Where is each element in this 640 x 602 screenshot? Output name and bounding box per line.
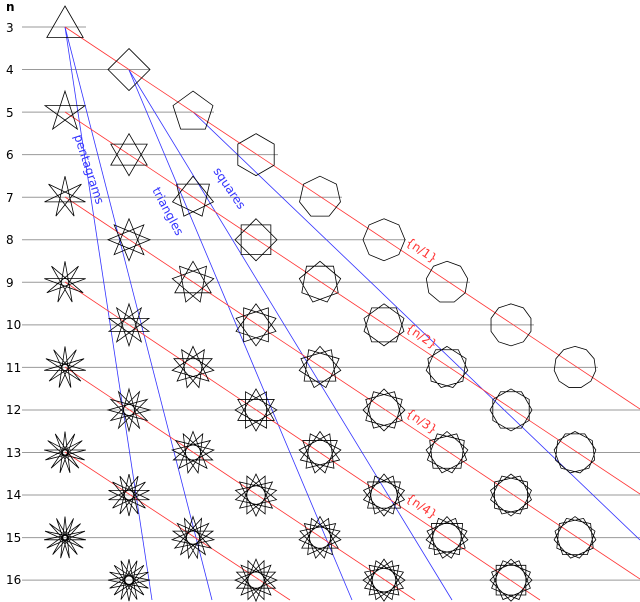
polygon-5 bbox=[172, 90, 214, 130]
star-polygon-5-2 bbox=[43, 89, 87, 131]
star-polygon-11-5 bbox=[44, 346, 86, 388]
row-label-16: 16 bbox=[6, 573, 21, 587]
star-polygon-7-2 bbox=[171, 175, 215, 217]
star-polygon-10-4 bbox=[107, 302, 151, 348]
star-polygon-16-5 bbox=[362, 558, 406, 602]
star-polygon-13-5 bbox=[171, 430, 215, 474]
blue-guide-line bbox=[128, 69, 353, 601]
blue-guide-line bbox=[64, 26, 153, 601]
polygon-10 bbox=[490, 303, 532, 347]
star-polygon-9-3 bbox=[171, 260, 215, 303]
star-polygon-13-2 bbox=[553, 431, 597, 474]
star-polygon-15-6 bbox=[170, 515, 216, 560]
polygon-9 bbox=[425, 260, 469, 303]
star-polygon-10-3 bbox=[235, 303, 277, 347]
red-guide-line bbox=[64, 451, 291, 601]
star-polygon-13-3 bbox=[425, 430, 469, 474]
row-label-15: 15 bbox=[6, 531, 21, 545]
star-polygon-14-4 bbox=[362, 473, 406, 517]
polygon-7 bbox=[299, 175, 341, 217]
blue-guide-line bbox=[64, 26, 213, 601]
star-polygon-15-5 bbox=[298, 515, 342, 559]
star-polygon-16-6 bbox=[233, 558, 279, 602]
row-label-10: 10 bbox=[6, 318, 21, 332]
star-polygon-14-6 bbox=[108, 473, 150, 517]
row-label-8: 8 bbox=[6, 233, 14, 247]
star-polygon-9-2 bbox=[298, 260, 342, 303]
star-polygon-10-2 bbox=[363, 303, 405, 347]
row-label-3: 3 bbox=[6, 21, 14, 35]
polygon-4 bbox=[107, 47, 151, 92]
star-polygon-15-3 bbox=[553, 516, 597, 559]
star-polygon-12-4 bbox=[234, 388, 278, 432]
row-label-4: 4 bbox=[6, 63, 14, 77]
blue-guide-line bbox=[128, 69, 453, 601]
row-label-9: 9 bbox=[6, 276, 14, 290]
star-polygon-12-2 bbox=[489, 388, 533, 432]
star-polygon-14-3 bbox=[490, 473, 532, 517]
red-guide-line bbox=[64, 196, 640, 580]
star-polygon-15-4 bbox=[425, 516, 469, 559]
diagonal-guide-lines bbox=[64, 26, 640, 601]
star-polygon-12-5 bbox=[106, 387, 152, 433]
star-polygon-11-4 bbox=[171, 345, 215, 389]
squares-label: squares bbox=[211, 165, 249, 212]
row-label-12: 12 bbox=[6, 403, 21, 417]
red-guide-line bbox=[64, 26, 640, 410]
star-polygon-8-3 bbox=[106, 217, 152, 262]
polygon-shapes bbox=[43, 5, 597, 602]
star-polygon-13-6 bbox=[44, 431, 86, 474]
star-polygon-16-4 bbox=[489, 558, 533, 602]
star-polygon-6-2 bbox=[110, 132, 148, 177]
row-label-13: 13 bbox=[6, 446, 21, 460]
n-over-3-label: {n/3} bbox=[403, 406, 439, 437]
polygon-8 bbox=[362, 218, 406, 262]
star-polygon-16-7 bbox=[107, 559, 151, 602]
row-label-5: 5 bbox=[6, 106, 14, 120]
polygon-11 bbox=[553, 345, 597, 388]
n-over-1-label: {n/1} bbox=[403, 235, 439, 266]
row-label-6: 6 bbox=[6, 148, 14, 162]
n-header: n bbox=[6, 0, 15, 14]
red-guide-line bbox=[64, 111, 640, 495]
star-polygon-8-2 bbox=[234, 218, 278, 262]
star-polygon-11-2 bbox=[425, 345, 469, 389]
star-polygon-7-3 bbox=[44, 176, 86, 217]
row-label-11: 11 bbox=[6, 361, 21, 375]
polygon-3 bbox=[46, 5, 84, 38]
row-label-14: 14 bbox=[6, 488, 21, 502]
n-over-2-label: {n/2} bbox=[403, 321, 439, 352]
star-polygon-9-4 bbox=[44, 261, 86, 303]
star-polygon-11-3 bbox=[298, 345, 342, 389]
polygon-6 bbox=[237, 133, 275, 177]
star-polygon-12-3 bbox=[362, 388, 406, 432]
star-polygon-15-7 bbox=[44, 516, 86, 559]
star-polygon-13-4 bbox=[298, 430, 342, 474]
star-polygon-14-5 bbox=[234, 473, 278, 517]
row-label-7: 7 bbox=[6, 191, 14, 205]
